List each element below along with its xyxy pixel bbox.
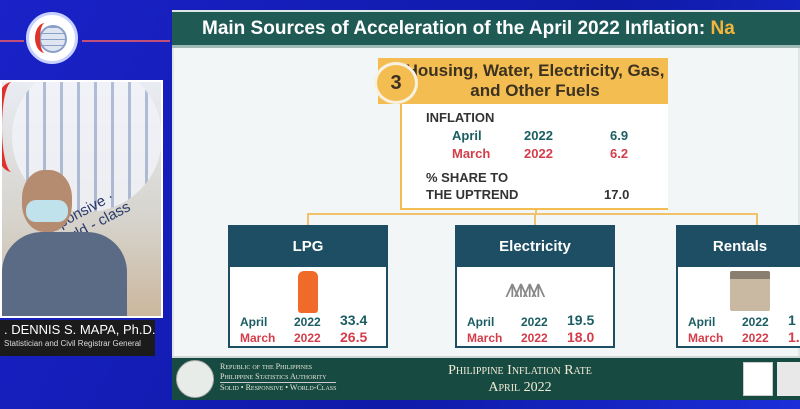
gas-cylinder-icon	[298, 271, 318, 313]
group-header: Housing, Water, Electricity, Gas, and Ot…	[378, 58, 668, 104]
connector	[534, 213, 536, 225]
share-label: THE UPTREND	[426, 187, 519, 202]
item-card-rentals: Rentals April 2022 1 March 2022 1.	[676, 225, 800, 348]
connector	[756, 213, 758, 225]
connector	[307, 213, 757, 215]
speaker-role: Statistician and Civil Registrar General	[4, 339, 141, 348]
divider	[82, 40, 170, 42]
psa-logo	[26, 12, 78, 64]
card-title: Rentals	[678, 227, 800, 267]
house-icon	[730, 271, 770, 311]
certification-text	[777, 362, 800, 396]
inflation-label: INFLATION	[426, 110, 495, 125]
value: 6.2	[610, 146, 629, 161]
connector	[307, 213, 309, 225]
group-details: INFLATION April 2022 6.9 March 2022 6.2 …	[400, 104, 668, 210]
slide-footer	[172, 356, 800, 400]
speaker-video: esponsive · World - class	[0, 80, 163, 318]
share-label: % SHARE TO	[426, 170, 509, 185]
item-card-electricity: Electricity ⩚⩚⩚⩚ April 2022 19.5 March 2022…	[455, 225, 615, 348]
value: 6.9	[610, 128, 629, 143]
slide-title: Main Sources of Acceleration of the Apri…	[172, 12, 800, 48]
power-tower-icon: ⩚⩚⩚⩚	[505, 273, 546, 303]
speaker-name: . DENNIS S. MAPA, Ph.D.	[4, 322, 156, 337]
certification-badge-icon	[743, 362, 773, 396]
card-title: Electricity	[457, 227, 613, 267]
share-value: 17.0	[604, 187, 630, 202]
psa-seal-icon	[176, 360, 214, 398]
item-card-lpg: LPG April 2022 33.4 March 2022 26.5	[228, 225, 388, 348]
month: April	[452, 128, 482, 143]
month: March	[452, 146, 491, 161]
card-title: LPG	[230, 227, 386, 267]
speaker-caption: . DENNIS S. MAPA, Ph.D. Statistician and…	[0, 320, 155, 356]
year: 2022	[524, 146, 553, 161]
footer-org: Republic of the Philippines Philippine S…	[220, 362, 337, 392]
year: 2022	[524, 128, 553, 143]
footer-title: Philippine Inflation Rate April 2022	[448, 363, 592, 395]
group-number-badge: 3	[374, 62, 418, 104]
divider	[0, 40, 24, 42]
